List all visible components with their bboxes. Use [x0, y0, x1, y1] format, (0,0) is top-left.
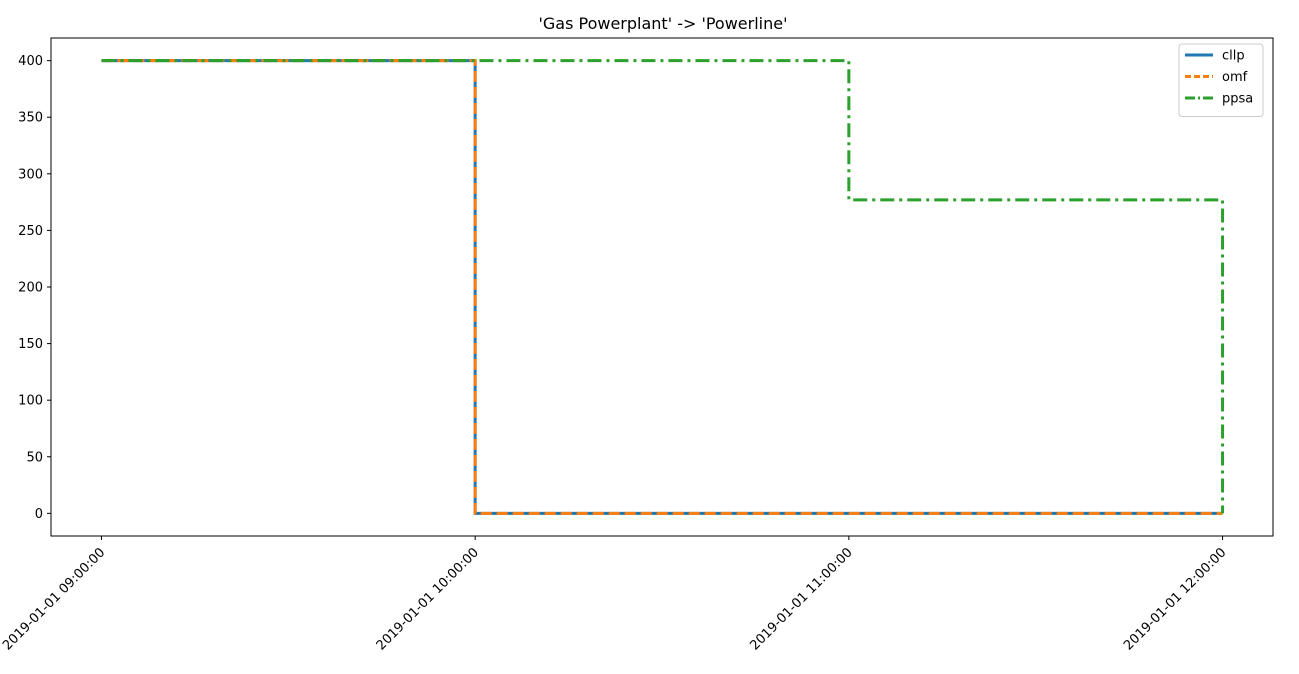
legend-label-omf: omf [1222, 70, 1248, 85]
series-lines [101, 59, 1225, 515]
y-tick-label: 250 [18, 224, 43, 239]
y-tick-label: 100 [18, 394, 43, 409]
y-tick-label: 300 [18, 167, 43, 182]
y-tick-label: 200 [18, 281, 43, 296]
y-tick-label: 350 [18, 111, 43, 126]
y-axis: 0 50 100 150 200 250 300 350 400 [18, 54, 51, 522]
series-line-ppsa [101, 59, 1225, 514]
y-tick-label: 50 [26, 450, 43, 465]
y-tick-label: 150 [18, 337, 43, 352]
legend: cllp omf ppsa [1178, 43, 1264, 117]
legend-label-cllp: cllp [1222, 49, 1245, 64]
y-tick-label: 400 [18, 54, 43, 69]
y-tick-label: 0 [35, 507, 43, 522]
chart-title: 'Gas Powerplant' -> 'Powerline' [538, 14, 787, 33]
legend-label-ppsa: ppsa [1222, 92, 1253, 107]
